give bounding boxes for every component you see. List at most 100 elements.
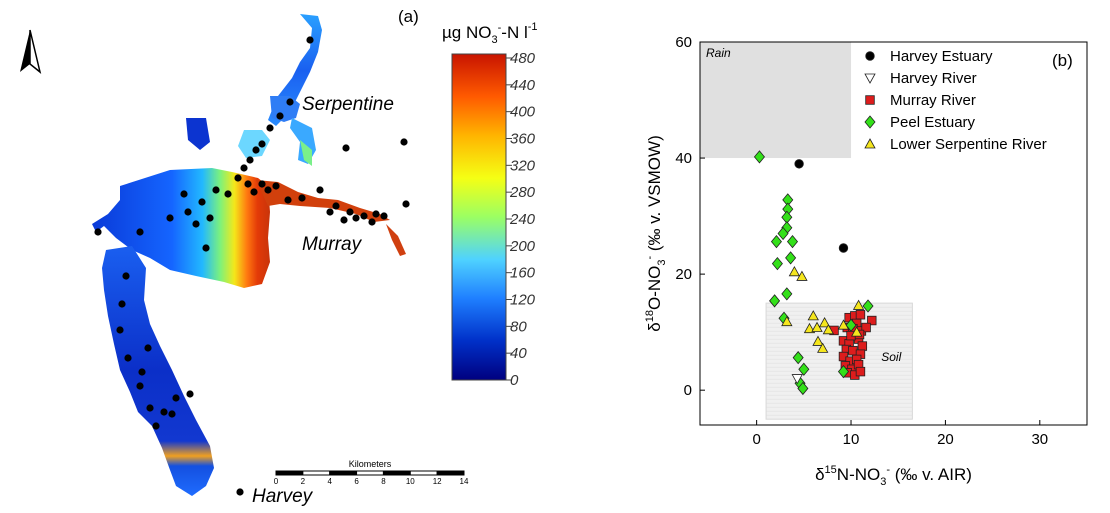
scalebar-title: Kilometers [349, 459, 392, 469]
colorbar-tick-label: 480 [510, 50, 536, 67]
legend-label: Lower Serpentine River [890, 136, 1047, 153]
sampling-point [284, 196, 292, 204]
point-lower-serpentine-river [822, 324, 835, 335]
sampling-point [184, 208, 192, 216]
point-murray-river [867, 315, 877, 326]
sampling-point [172, 394, 180, 402]
y-tick-label: 0 [684, 382, 692, 399]
scalebar-tick-label: 10 [406, 477, 415, 486]
point-lower-serpentine-river [796, 270, 808, 281]
scalebar-tick-label: 4 [327, 477, 332, 486]
colorbar-tick-label: 240 [509, 211, 536, 228]
annotation-rain: Rain [706, 46, 731, 60]
y-axis-label: δ18O-NO3- (‰ v. VSMOW) [644, 135, 668, 331]
legend-marker [865, 51, 875, 61]
legend-marker [865, 95, 875, 105]
x-tick-label: 0 [752, 431, 760, 448]
point-peel-estuary [781, 287, 793, 301]
scalebar-segment [409, 470, 438, 476]
y-axis: 0 20 40 60 [675, 34, 705, 399]
point-peel-estuary [777, 226, 789, 241]
point-murray-river [855, 366, 866, 377]
colorbar-gradient [451, 53, 507, 381]
colorbar-tick-label: 80 [510, 318, 527, 335]
sampling-points [94, 36, 410, 496]
colorbar-tick-label: 320 [510, 157, 536, 174]
peel-estuary [92, 168, 406, 288]
sampling-point [346, 208, 354, 216]
colorbar-tick-label: 400 [510, 104, 536, 121]
point-harvey-river [791, 374, 803, 385]
label-serpentine: Serpentine [302, 94, 394, 115]
point-peel-estuary [792, 351, 804, 365]
point-murray-river [861, 322, 871, 333]
sampling-point [258, 140, 266, 148]
sampling-point [234, 174, 242, 182]
colorbar-tick-label: 360 [510, 131, 536, 148]
sampling-point [342, 144, 350, 152]
sampling-point [266, 124, 274, 132]
colorbar-tick-label: 120 [510, 292, 536, 309]
x-tick-label: 10 [843, 431, 860, 448]
sampling-point [166, 214, 174, 222]
sampling-point [206, 214, 214, 222]
sampling-point [136, 228, 144, 236]
sampling-point [144, 344, 152, 352]
legend-label: Peel Estuary [890, 114, 976, 131]
point-peel-estuary [769, 294, 781, 308]
point-murray-river [857, 341, 868, 351]
data-points [753, 150, 877, 396]
point-lower-serpentine-river [817, 342, 829, 353]
scalebar-tick-label: 2 [301, 477, 306, 486]
point-lower-serpentine-river [818, 317, 831, 328]
y-tick-label: 20 [675, 266, 692, 283]
legend-marker [864, 115, 876, 129]
sampling-point [326, 208, 334, 216]
serpentine-river [186, 14, 322, 166]
sampling-point [360, 212, 368, 220]
scalebar-segment [302, 470, 331, 476]
point-lower-serpentine-river [851, 326, 863, 337]
x-tick-label: 20 [937, 431, 954, 448]
sampling-point [192, 220, 200, 228]
sampling-point [136, 382, 144, 390]
y-tick-label: 60 [675, 34, 692, 51]
isotope-scatter-chart: 0 10 20 30 0 20 40 60 Harvey Estuary Harvey Riv… [644, 34, 1088, 488]
point-peel-estuary [862, 299, 874, 313]
sampling-point [372, 210, 380, 218]
panel-label-b: (b) [1052, 51, 1073, 70]
colorbar-tick-label: 280 [509, 184, 536, 201]
sampling-point [180, 190, 188, 198]
legend: Harvey Estuary Harvey River Murray River Pe… [864, 48, 1047, 153]
sampling-point [116, 326, 124, 334]
scale-bar: Kilometers 0 2 4 6 8 10 12 14 [274, 459, 469, 486]
sampling-point [258, 180, 266, 188]
point-peel-estuary [771, 257, 783, 271]
sampling-point [186, 390, 194, 398]
sampling-point [244, 180, 252, 188]
sampling-point [138, 368, 146, 376]
sampling-point [122, 272, 130, 280]
point-lower-serpentine-river [781, 315, 793, 327]
scalebar-segment [329, 470, 358, 476]
colorbar-tick-label: 440 [510, 77, 536, 94]
colorbar-tick-label: 160 [510, 265, 536, 282]
legend-marker [864, 73, 876, 84]
scalebar-tick-label: 12 [433, 477, 442, 486]
sampling-point [212, 186, 220, 194]
scalebar-tick-label: 6 [354, 477, 359, 486]
scalebar-tick-label: 8 [381, 477, 386, 486]
x-axis-label: δ15N-NO3- (‰ v. AIR) [815, 464, 972, 488]
sampling-point [246, 156, 254, 164]
point-lower-serpentine-river [812, 335, 824, 346]
sampling-point [286, 98, 294, 106]
sampling-point [380, 212, 388, 220]
sampling-point [264, 186, 272, 194]
sampling-point [236, 488, 244, 496]
sampling-point [146, 404, 154, 412]
scalebar-tick-label: 0 [274, 477, 279, 486]
point-peel-estuary [753, 150, 765, 164]
point-peel-estuary [786, 234, 799, 249]
sampling-point [160, 408, 168, 416]
